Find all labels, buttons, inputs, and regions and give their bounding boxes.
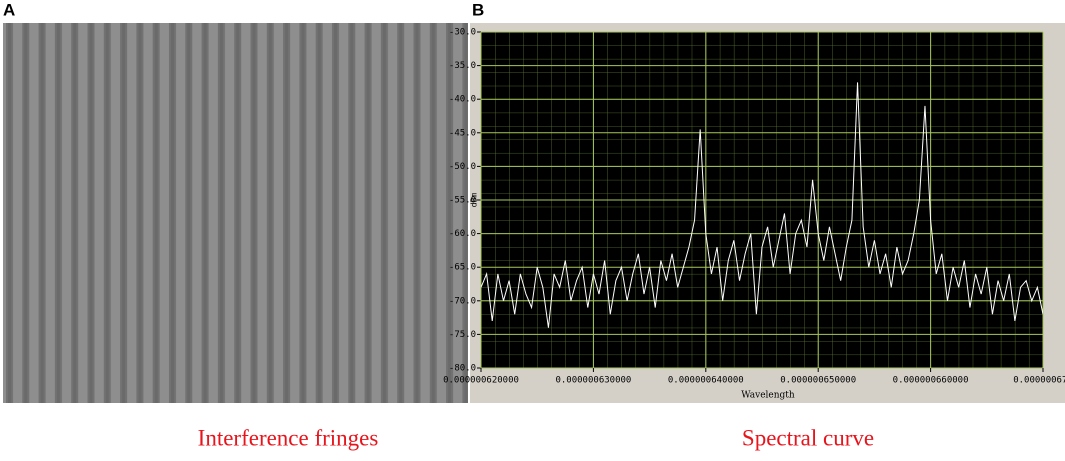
y-tick-label: -55.0: [449, 196, 476, 206]
y-tick-label: -40.0: [449, 95, 476, 105]
y-tick-label: -75.0: [449, 330, 476, 340]
caption: Interference fringes: [198, 425, 379, 450]
y-tick-label: -45.0: [449, 128, 476, 138]
x-tick-label: 0.000000630000: [555, 376, 631, 386]
x-tick-label: 0.000000620000: [443, 376, 519, 386]
y-tick-label: -50.0: [449, 162, 476, 172]
y-tick-label: -70.0: [449, 296, 476, 306]
x-tick-label: 0.000000670: [1013, 376, 1065, 386]
x-tick-label: 0.000000640000: [668, 376, 744, 386]
x-tick-label: 0.000000650000: [780, 376, 856, 386]
fringe-image: [3, 23, 468, 403]
spectrum-line: [481, 82, 1043, 328]
caption: Spectral curve: [742, 425, 874, 450]
x-tick-label: 0.000000660000: [893, 376, 969, 386]
y-tick-label: -65.0: [449, 263, 476, 273]
y-tick-label: -80.0: [449, 364, 476, 374]
y-tick-label: -30.0: [449, 28, 476, 38]
panel-label: A: [3, 0, 15, 19]
panel-label: B: [472, 0, 484, 19]
x-axis-label: Wavelength: [741, 391, 795, 401]
y-axis-label: dBm: [470, 193, 479, 208]
y-tick-label: -60.0: [449, 229, 476, 239]
plot-clip: [481, 82, 1043, 328]
y-tick-label: -35.0: [449, 61, 476, 71]
